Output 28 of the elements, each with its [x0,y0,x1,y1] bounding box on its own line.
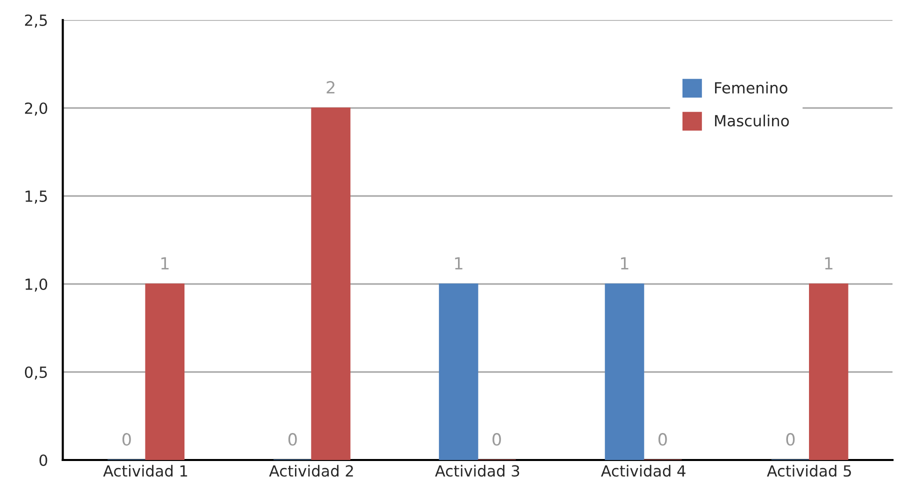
y-tick-label: 1,5 [26,190,47,204]
bar [311,107,350,460]
legend-label: Masculino [715,114,789,127]
data-label: 0 [122,433,131,446]
y-tick-label: 2,5 [25,14,47,28]
x-tick-label: Actividad 4 [600,464,686,477]
bar [808,283,848,460]
data-label: 0 [492,433,501,446]
y-tick-label: 2,0 [25,102,48,116]
data-label: 0 [288,433,297,446]
x-tick-label: Actividad 3 [435,464,520,477]
data-label: 1 [825,257,832,270]
y-tick-label: 1,0 [26,278,48,292]
data-label: 0 [786,433,795,446]
data-label: 1 [455,257,462,270]
bar [145,283,184,460]
data-label: 2 [326,81,334,94]
data-label: 0 [658,433,667,446]
legend-label: Femenino [715,82,788,94]
data-label: 1 [161,257,169,270]
x-tick-label: Actividad 1 [103,464,188,477]
x-tick-label: Actividad 2 [269,464,353,477]
data-label: 1 [621,257,628,270]
bar [604,283,644,460]
x-tick-label: Actividad 5 [766,464,851,477]
bar [438,283,478,460]
y-tick-label: 0 [39,454,48,466]
y-tick-label: 0,5 [24,366,47,380]
